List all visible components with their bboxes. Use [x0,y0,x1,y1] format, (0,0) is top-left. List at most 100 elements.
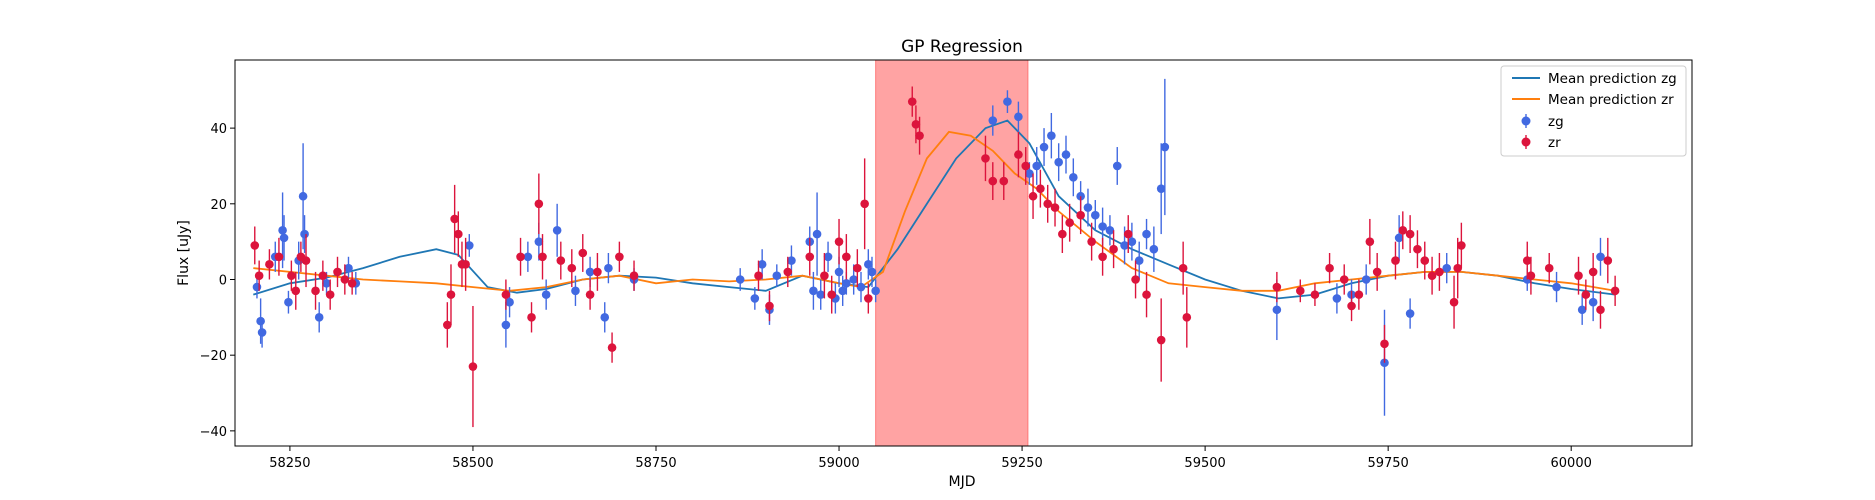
data-point-zr [1405,215,1415,253]
marker-zr [446,290,456,299]
marker-zg [988,116,998,125]
legend-label-zg: zg [1548,114,1564,130]
marker-zr [915,131,924,140]
data-point-zr [860,158,869,250]
marker-zg [501,320,511,330]
data-point-zg [1112,147,1122,185]
data-point-zg [1014,101,1023,132]
data-point-zg [1160,78,1170,216]
marker-zr [1398,225,1408,235]
marker-zr [578,248,588,258]
marker-zr [333,267,342,277]
marker-zr [468,362,478,371]
marker-zg [1032,161,1042,171]
marker-zg [600,313,610,322]
data-point-zr [827,275,837,314]
marker-zg [1127,237,1137,246]
marker-zr [981,154,990,163]
marker-zr [585,290,595,299]
y-tick-label: 20 [210,198,227,213]
data-point-zr [534,173,544,235]
marker-zg [849,275,858,284]
data-point-zr [1021,147,1031,185]
marker-zr [1581,290,1591,299]
marker-zr [274,252,284,262]
marker-zr [765,301,774,311]
data-point-zr [578,234,588,272]
marker-zg [1112,161,1122,171]
marker-zr [301,256,311,265]
data-point-zr [291,271,301,310]
x-tick-label: 59750 [1367,456,1408,471]
data-point-zg [571,275,580,306]
marker-zr [1021,161,1031,171]
data-point-zr [325,279,335,310]
marker-zr [820,271,829,281]
data-point-zr [318,260,328,291]
data-point-zr [1449,275,1459,329]
marker-zr [1050,203,1060,212]
data-point-zr [443,302,452,348]
marker-zg [1083,203,1093,212]
y-tick-label: −20 [200,349,227,364]
data-point-zr [450,184,459,253]
marker-zr [1372,267,1382,277]
legend-label-zr: zr [1548,135,1561,151]
data-point-zg [314,302,324,333]
marker-zr [1449,297,1459,307]
data-point-zr [1347,290,1356,322]
marker-zr [347,278,357,288]
data-point-zg [1332,283,1342,314]
marker-zr [783,267,793,277]
marker-zg [1047,131,1056,140]
data-point-zr [981,135,990,182]
data-point-zg [541,279,551,310]
marker-zr [1156,335,1166,345]
data-point-zr [1372,253,1382,291]
marker-zg [1090,210,1100,220]
marker-zr [1131,275,1140,284]
data-point-zr [454,211,463,257]
marker-zr [615,252,624,262]
data-point-zr [1603,237,1613,284]
data-point-zg [1442,253,1452,284]
data-point-zg [1061,135,1071,174]
marker-zr [1123,229,1133,239]
data-point-zg [812,192,822,276]
marker-zr [1522,256,1532,265]
marker-zg [735,275,745,284]
marker-zr [1427,271,1437,281]
data-point-zr [1526,256,1536,295]
data-point-zg [552,203,562,257]
marker-zr [864,294,873,303]
marker-zg [1120,241,1129,250]
marker-zg [1069,173,1078,182]
data-point-zr [1310,283,1320,306]
marker-zr [318,271,328,281]
x-tick-label: 59500 [1184,456,1225,471]
data-point-zr [1596,290,1605,329]
marker-zr [311,286,320,296]
marker-zg [1332,294,1342,303]
marker-zr [842,252,851,262]
marker-zr [1339,275,1349,284]
data-point-zr [1610,275,1620,306]
data-point-zg [1596,237,1605,276]
data-point-zg [823,241,833,272]
marker-zg [823,252,833,262]
data-point-zg [809,271,818,310]
data-point-zr [629,260,639,291]
legend-marker-zg [1521,116,1531,126]
data-point-zr [1295,279,1305,303]
data-point-zg [284,290,293,314]
marker-zg [1134,256,1144,265]
data-point-zr [1398,211,1408,250]
marker-zg [1039,142,1049,152]
marker-zr [1380,339,1389,349]
marker-zg [816,290,826,299]
marker-zr [1435,267,1444,277]
marker-zg [842,278,851,288]
marker-zr [1526,271,1536,281]
marker-zg [1394,233,1404,243]
data-point-zg [856,271,866,303]
